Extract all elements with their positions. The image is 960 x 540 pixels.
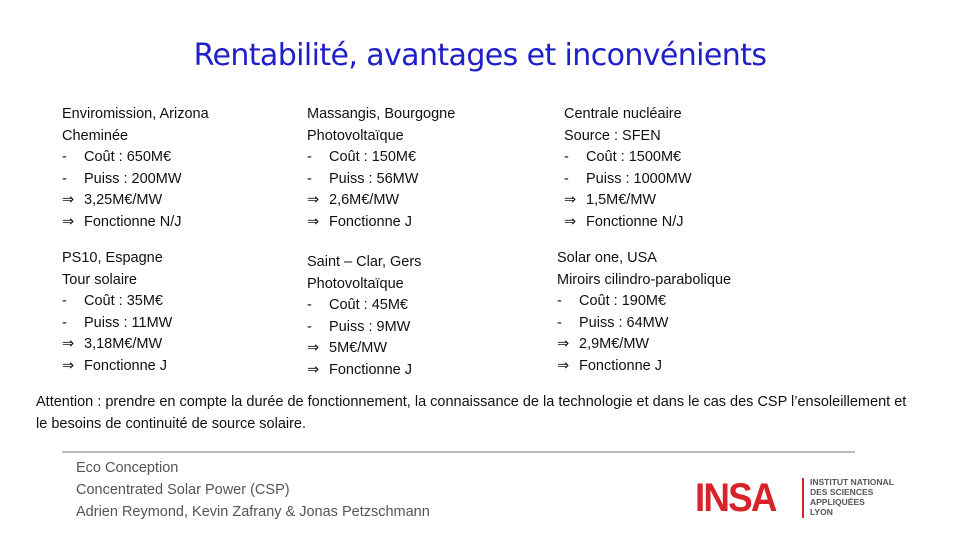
site-name: Solar one, USA — [557, 250, 657, 266]
operation-line: Fonctionne J — [557, 356, 731, 378]
cost-line: Coût : 650M€ — [62, 147, 209, 169]
slide-title: Rentabilité, avantages et inconvénients — [193, 38, 767, 73]
course-name: Eco Conception — [76, 460, 179, 476]
attention-note: Attention : prendre en compte la durée d… — [36, 394, 907, 432]
site-type: Cheminée — [62, 127, 129, 144]
power-line: Puiss : 64MW — [557, 313, 731, 335]
cost-line: Coût : 45M€ — [307, 295, 421, 317]
site-type: Miroirs cilindro-parabolique — [557, 271, 732, 288]
ratio-line: 1,5M€/MW — [564, 190, 692, 212]
logo-line: INSTITUT NATIONAL — [810, 477, 894, 487]
ratio-line: 2,6M€/MW — [307, 190, 455, 212]
authors: Adrien Reymond, Kevin Zafrany & Jonas Pe… — [76, 504, 430, 520]
power-line: Puiss : 9MW — [307, 317, 421, 339]
cost-line: Coût : 190M€ — [557, 291, 731, 313]
operation-line: Fonctionne N/J — [564, 212, 692, 234]
ratio-line: 5M€/MW — [307, 338, 421, 360]
power-line: Puiss : 200MW — [62, 169, 209, 191]
site-card-solar-one: Solar one, USA Miroirs cilindro-paraboli… — [557, 248, 731, 377]
site-name: Centrale nucléaire — [564, 106, 682, 122]
power-line: Puiss : 56MW — [307, 169, 455, 191]
power-line: Puiss : 11MW — [62, 313, 172, 335]
logo-wordmark: INSA — [695, 476, 777, 520]
logo-line: DES SCIENCES — [810, 487, 874, 497]
cost-line: Coût : 35M€ — [62, 291, 172, 313]
site-card-enviromission: Enviromission, Arizona Cheminée Coût : 6… — [62, 104, 209, 233]
insa-logo: INSA INSTITUT NATIONAL DES SCIENCES APPL… — [695, 475, 895, 521]
site-card-nuclear: Centrale nucléaire Source : SFEN Coût : … — [564, 104, 692, 233]
operation-line: Fonctionne J — [307, 212, 455, 234]
site-card-massangis: Massangis, Bourgogne Photovoltaïque Coût… — [307, 104, 455, 233]
site-name: Saint – Clar, Gers — [307, 254, 422, 270]
site-type: Photovoltaïque — [307, 275, 404, 292]
topic-name: Concentrated Solar Power (CSP) — [76, 482, 290, 498]
site-type: Tour solaire — [62, 271, 137, 288]
footer-text: Eco Conception Concentrated Solar Power … — [76, 457, 430, 523]
footer-divider — [62, 451, 855, 453]
site-type: Photovoltaïque — [307, 127, 404, 144]
cost-line: Coût : 1500M€ — [564, 147, 692, 169]
operation-line: Fonctionne J — [62, 356, 172, 378]
cost-line: Coût : 150M€ — [307, 147, 455, 169]
ratio-line: 3,25M€/MW — [62, 190, 209, 212]
site-name: PS10, Espagne — [62, 250, 163, 266]
site-name: Massangis, Bourgogne — [307, 106, 456, 122]
site-card-ps10: PS10, Espagne Tour solaire Coût : 35M€ P… — [62, 248, 172, 377]
ratio-line: 2,9M€/MW — [557, 334, 731, 356]
site-name: Enviromission, Arizona — [62, 106, 209, 122]
ratio-line: 3,18M€/MW — [62, 334, 172, 356]
logo-line: APPLIQUÉES — [810, 497, 865, 507]
logo-separator — [802, 478, 804, 518]
operation-line: Fonctionne N/J — [62, 212, 209, 234]
power-line: Puiss : 1000MW — [564, 169, 692, 191]
logo-subtitle: INSTITUT NATIONAL DES SCIENCES APPLIQUÉE… — [810, 477, 894, 517]
operation-line: Fonctionne J — [307, 360, 421, 382]
site-card-saint-clar: Saint – Clar, Gers Photovoltaïque Coût :… — [307, 252, 421, 381]
logo-line: LYON — [810, 507, 833, 517]
site-source: Source : SFEN — [564, 127, 661, 144]
